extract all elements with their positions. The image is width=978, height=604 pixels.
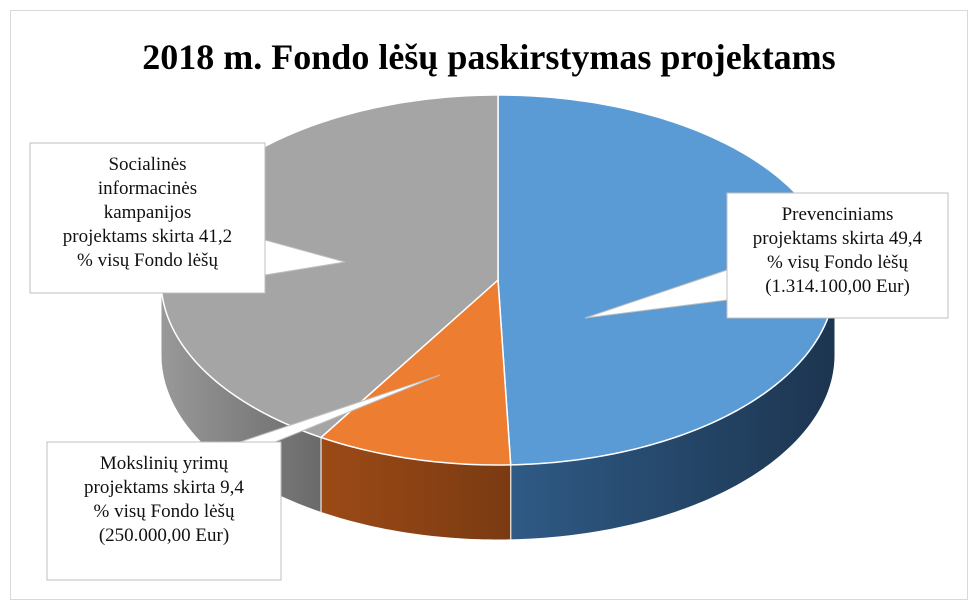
data-label: Socialinės informacinės kampanijos proje… bbox=[62, 154, 233, 271]
chart-title: 2018 m. Fondo lėšų paskirstymas projekta… bbox=[142, 37, 836, 77]
slice bbox=[319, 278, 512, 466]
callout-box bbox=[46, 441, 282, 581]
data-label: Prevenciniams projektams skirta 49,4 % v… bbox=[752, 204, 923, 297]
data-label: Mokslinių yrimų projektams skirta 9,4 % … bbox=[84, 453, 244, 546]
callout-box bbox=[726, 192, 949, 319]
callout-box bbox=[29, 142, 266, 294]
